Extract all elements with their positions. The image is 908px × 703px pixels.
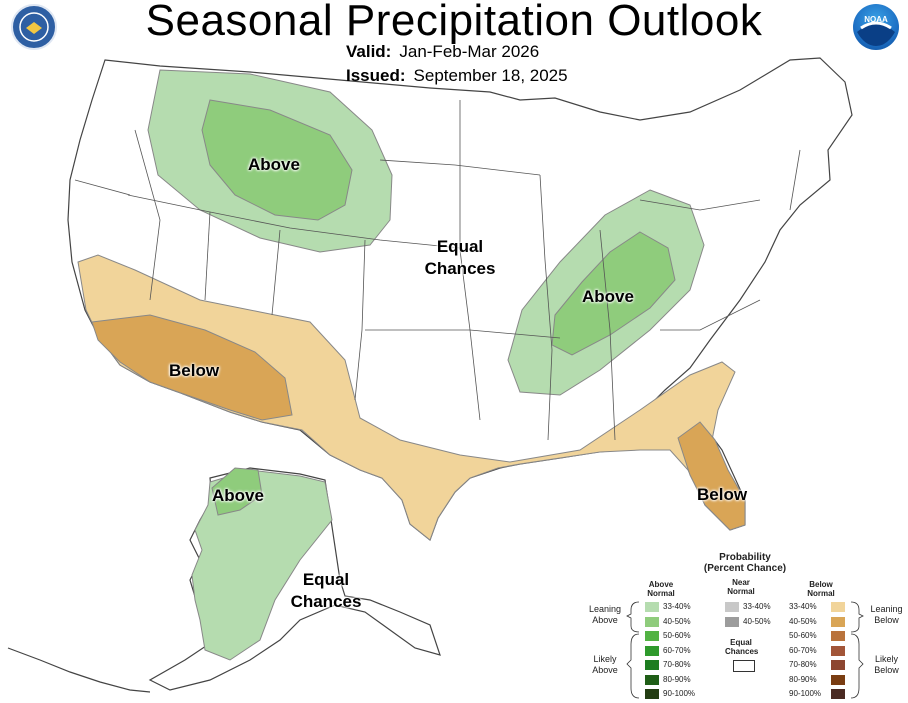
below-label-2: 50-60% bbox=[789, 631, 817, 640]
below-swatch-0 bbox=[831, 602, 845, 612]
below-label-6: 90-100% bbox=[789, 689, 822, 698]
leaning-above-1: Leaning bbox=[588, 604, 622, 614]
near-swatch-1 bbox=[725, 616, 739, 627]
legend-title-2: (Percent Chance) bbox=[703, 563, 787, 574]
likely-above-2: Above bbox=[592, 665, 618, 675]
below-swatch-5 bbox=[831, 674, 845, 685]
equal-chances-legend-label: Equal Chances bbox=[725, 638, 759, 656]
ak-above-40-50 bbox=[211, 467, 263, 516]
above-swatch-6 bbox=[645, 689, 659, 699]
ak-equal-line-1: Equal bbox=[302, 570, 350, 589]
below-label-3: 60-70% bbox=[789, 645, 817, 655]
valid-label: Valid: bbox=[346, 42, 392, 61]
valid-value: Jan-Feb-Mar 2026 bbox=[399, 42, 540, 61]
below-label-4: 70-80% bbox=[789, 660, 817, 669]
equal-line-2: Chances bbox=[424, 259, 496, 278]
above-label-4: 70-80% bbox=[663, 660, 691, 669]
state-borders bbox=[74, 100, 801, 441]
below-brace-icon bbox=[850, 601, 864, 699]
above-label-2: 50-60% bbox=[663, 631, 691, 640]
likely-above-label: Likely Above bbox=[585, 654, 625, 676]
above-label-3: 60-70% bbox=[663, 645, 691, 655]
above-swatch-3 bbox=[645, 645, 659, 656]
legend-equal-2: Chances bbox=[725, 647, 759, 656]
issued-value: September 18, 2025 bbox=[413, 66, 568, 85]
near-label-0: 33-40% bbox=[743, 602, 771, 611]
leaning-below-2: Below bbox=[874, 615, 899, 625]
map-title: Seasonal Precipitation Outlook bbox=[145, 0, 763, 45]
above-label-5: 80-90% bbox=[663, 674, 691, 684]
below-label-5: 80-90% bbox=[789, 674, 817, 684]
south-below-33-40 bbox=[77, 254, 746, 541]
above-label-6: 90-100% bbox=[663, 689, 696, 698]
above-label-1: 40-50% bbox=[663, 616, 691, 626]
likely-below-2: Below bbox=[874, 665, 899, 675]
ak-equal-line-2: Chances bbox=[290, 592, 362, 611]
region-label-sw-below: Below bbox=[169, 361, 220, 380]
region-label-ak-above: Above bbox=[212, 486, 264, 505]
region-label-north-above: Above bbox=[248, 155, 300, 174]
above-swatch-1 bbox=[645, 616, 659, 627]
equal-chances-swatch bbox=[733, 660, 755, 672]
region-label-equal-chances: Equal Chances bbox=[418, 236, 502, 280]
above-label-0: 33-40% bbox=[663, 602, 691, 611]
near-head-1: Near bbox=[732, 578, 750, 587]
eagle-icon bbox=[19, 12, 49, 42]
below-swatch-6 bbox=[831, 689, 845, 699]
sw-below-40-50 bbox=[91, 314, 293, 421]
below-swatch-4 bbox=[831, 660, 845, 670]
region-label-fl-below: Below bbox=[697, 485, 748, 504]
below-label-0: 33-40% bbox=[789, 602, 817, 611]
above-normal-head: Above Normal bbox=[641, 580, 681, 598]
leaning-below-label: Leaning Below bbox=[865, 604, 908, 626]
aleutian-islands bbox=[7, 647, 151, 693]
probability-legend: Probability (Percent Chance) Above Normal … bbox=[585, 548, 908, 703]
likely-below-label: Likely Below bbox=[865, 654, 908, 676]
issued-label: Issued: bbox=[346, 66, 406, 85]
legend-equal-1: Equal bbox=[730, 638, 752, 647]
below-head-1: Below bbox=[809, 580, 833, 589]
near-swatch-0 bbox=[725, 602, 739, 612]
leaning-below-1: Leaning bbox=[870, 604, 903, 614]
near-normal-head: Near Normal bbox=[721, 578, 761, 596]
valid-line: Valid: Jan-Feb-Mar 2026 bbox=[346, 42, 539, 62]
below-normal-head: Below Normal bbox=[801, 580, 841, 598]
above-swatch-4 bbox=[645, 660, 659, 670]
above-head-1: Above bbox=[648, 580, 674, 589]
likely-above-1: Likely bbox=[593, 654, 617, 664]
likely-below-1: Likely bbox=[874, 654, 898, 664]
issued-line: Issued: September 18, 2025 bbox=[346, 66, 568, 86]
above-swatch-5 bbox=[645, 674, 659, 685]
below-swatch-2 bbox=[831, 631, 845, 641]
ak-above-33-40 bbox=[191, 469, 333, 661]
below-label-1: 40-50% bbox=[789, 616, 817, 626]
region-label-ohio-above: Above bbox=[582, 287, 634, 306]
near-head-2: Normal bbox=[727, 587, 755, 596]
commerce-seal-icon bbox=[11, 4, 57, 50]
ohio-above-40-50 bbox=[551, 231, 676, 356]
equal-line-1: Equal bbox=[436, 237, 484, 256]
leaning-above-label: Leaning Above bbox=[585, 604, 625, 626]
below-head-2: Normal bbox=[807, 589, 835, 598]
leaning-above-2: Above bbox=[592, 615, 618, 625]
above-swatch-2 bbox=[645, 631, 659, 641]
legend-title-1: Probability bbox=[719, 552, 771, 563]
above-head-2: Normal bbox=[647, 589, 675, 598]
noaa-logo-icon: NOAA bbox=[853, 4, 899, 50]
above-swatch-0 bbox=[645, 602, 659, 612]
above-brace-icon bbox=[626, 601, 640, 699]
north-above-40-50 bbox=[201, 99, 353, 221]
region-label-ak-equal-chances: Equal Chances bbox=[282, 569, 370, 613]
noaa-text: NOAA bbox=[864, 15, 888, 24]
fl-below-40-50 bbox=[677, 421, 746, 531]
legend-title: Probability (Percent Chance) bbox=[685, 552, 805, 574]
near-label-1: 40-50% bbox=[743, 616, 771, 626]
below-swatch-1 bbox=[831, 616, 845, 627]
below-swatch-3 bbox=[831, 645, 845, 656]
